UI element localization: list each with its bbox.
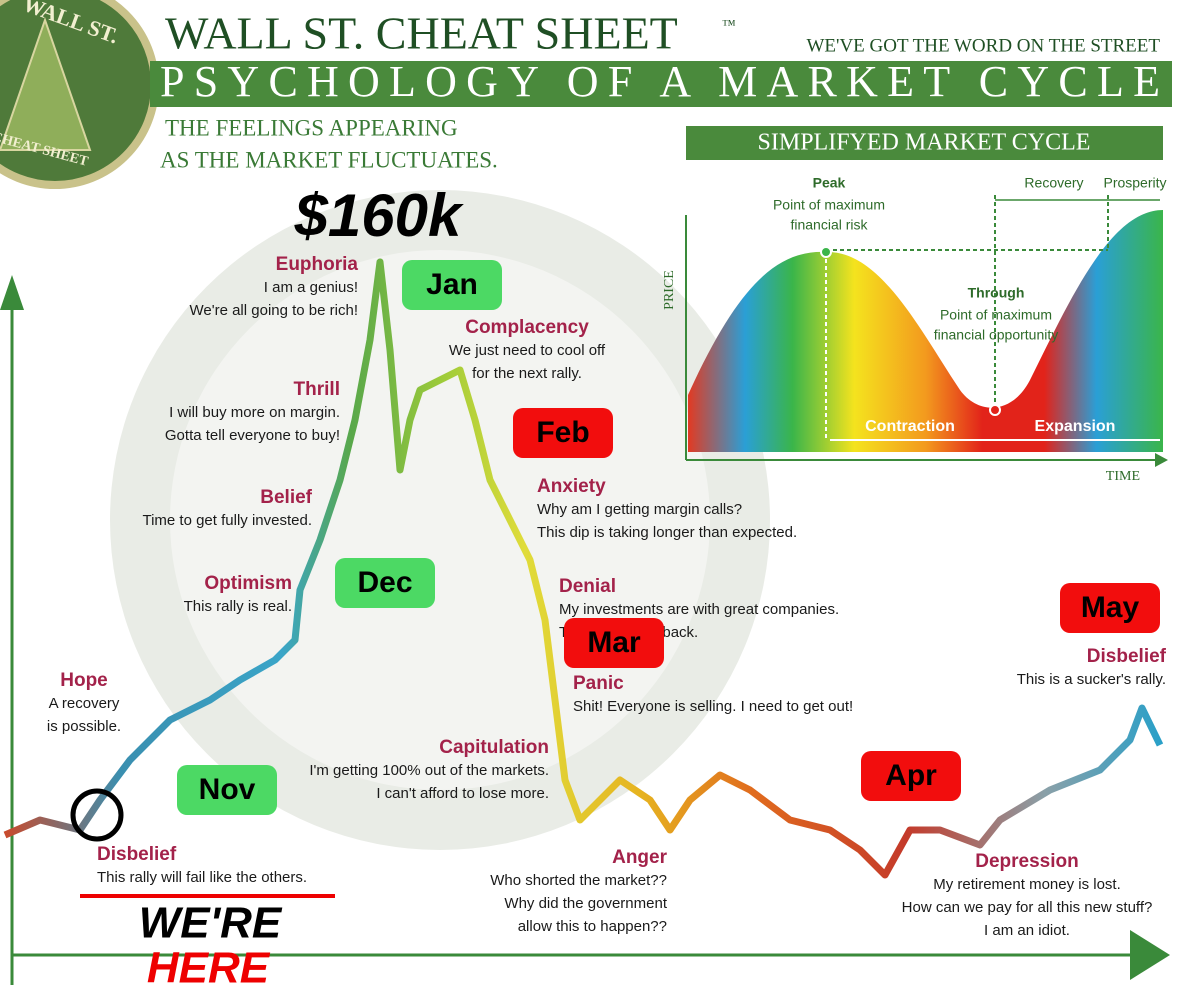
- inset-recovery: Recovery: [1024, 175, 1083, 191]
- inset-peak: Peak: [813, 175, 846, 191]
- stage-line: This rally is real.: [184, 598, 292, 615]
- stage-label: Capitulation: [439, 737, 549, 758]
- stage-line: I'm getting 100% out of the markets.: [309, 762, 549, 779]
- logo-pyramid: [0, 16, 92, 151]
- inset-trough-line: financial opportunity: [934, 327, 1059, 343]
- month-box: [335, 558, 435, 608]
- month-box: [564, 618, 664, 668]
- axis-arrow: [1130, 930, 1170, 980]
- stage-label: Thrill: [294, 379, 340, 400]
- stage-line: Time to get fully invested.: [142, 512, 312, 529]
- stage-label: Denial: [559, 576, 616, 597]
- axis-arrow: [0, 275, 24, 310]
- stage-label: Optimism: [204, 573, 292, 594]
- stage-line: is possible.: [47, 718, 121, 735]
- month-label: Jan: [426, 268, 478, 301]
- stage-line: This dip is taking longer than expected.: [537, 524, 797, 541]
- subtitle: THE FEELINGS APPEARING: [165, 115, 458, 140]
- stage-line: We're all going to be rich!: [189, 302, 358, 319]
- stage-line: Why am I getting margin calls?: [537, 501, 742, 518]
- stage-line: I am an idiot.: [984, 922, 1070, 939]
- month-box: [1060, 583, 1160, 633]
- stage-line: I will buy more on margin.: [169, 404, 340, 421]
- inset-peak-line: financial risk: [790, 217, 868, 233]
- inset-title: SIMPLIFYED MARKET CYCLE: [758, 130, 1091, 156]
- month-label: Nov: [199, 773, 256, 806]
- month-label: May: [1081, 591, 1140, 624]
- inset-y-label: PRICE: [662, 270, 677, 310]
- inset-curve: [688, 210, 1163, 452]
- brand: WALL ST. CHEAT SHEET: [165, 8, 678, 59]
- here-marker: [70, 788, 124, 842]
- stage-line: This is a sucker's rally.: [1017, 671, 1166, 688]
- stage-label: Hope: [60, 670, 108, 691]
- stage-line: I can't afford to lose more.: [376, 785, 549, 802]
- month-box: [402, 260, 502, 310]
- stage-line: Gotta tell everyone to buy!: [165, 427, 340, 444]
- inset-x-label: TIME: [1106, 469, 1140, 484]
- month-box: [861, 751, 961, 801]
- month-box: [513, 408, 613, 458]
- stage-line: Why did the government: [504, 895, 667, 912]
- stage-label: Disbelief: [1087, 646, 1167, 667]
- stage-line: A recovery: [49, 695, 120, 712]
- title: PSYCHOLOGY OF A MARKET CYCLE: [160, 57, 1160, 106]
- inset-contraction: Contraction: [865, 418, 955, 435]
- inset-expansion: Expansion: [1035, 418, 1116, 435]
- stage-line: This rally will fail like the others.: [97, 869, 307, 886]
- stage-label: Disbelief: [97, 844, 177, 865]
- month-label: Feb: [536, 416, 589, 449]
- stage-line: How can we pay for all this new stuff?: [902, 899, 1153, 916]
- inset-point: [820, 246, 832, 258]
- tagline: WE'VE GOT THE WORD ON THE STREET: [807, 35, 1161, 56]
- inset-peak-line: Point of maximum: [773, 197, 885, 213]
- stage-line: for the next rally.: [472, 365, 582, 382]
- month-label: Apr: [885, 759, 937, 792]
- month-label: Dec: [357, 566, 412, 599]
- stage-label: Depression: [975, 851, 1078, 872]
- stage-label: Euphoria: [276, 254, 359, 275]
- stage-label: Anger: [612, 847, 668, 868]
- trademark: ™: [722, 18, 736, 33]
- price: $160k: [294, 182, 464, 249]
- inset-trough-line: Point of maximum: [940, 307, 1052, 323]
- stage-label: Belief: [260, 487, 312, 508]
- inset-prosperity: Prosperity: [1103, 175, 1166, 191]
- stage-label: Anxiety: [537, 476, 606, 497]
- callout: HERE: [147, 944, 271, 993]
- month-label: Mar: [587, 626, 641, 659]
- stage-label: Panic: [573, 673, 624, 694]
- stage-line: My retirement money is lost.: [933, 876, 1121, 893]
- market-path: [3, 258, 1164, 879]
- stage-line: My investments are with great companies.: [559, 601, 839, 618]
- stage-line: I am a genius!: [264, 279, 358, 296]
- callout: WE'RE: [139, 899, 283, 948]
- stage-label: Complacency: [465, 317, 589, 338]
- stages: Euphoria I am a genius! We're all going to…: [47, 254, 1167, 939]
- inset-trough: Through: [968, 285, 1025, 301]
- month-box: [177, 765, 277, 815]
- stage-line: We just need to cool off: [449, 342, 606, 359]
- inset-title-bg: [686, 126, 1163, 160]
- subtitle: AS THE MARKET FLUCTUATES.: [160, 147, 498, 172]
- months: Jan Feb Dec Mar Nov Apr May: [177, 260, 1160, 815]
- inset-point: [989, 404, 1001, 416]
- stage-line: Who shorted the market??: [490, 872, 667, 889]
- stage-line: allow this to happen??: [518, 918, 667, 935]
- axis-arrow: [1155, 453, 1168, 467]
- stage-line: Shit! Everyone is selling. I need to get…: [573, 698, 853, 715]
- title-banner: [150, 61, 1172, 107]
